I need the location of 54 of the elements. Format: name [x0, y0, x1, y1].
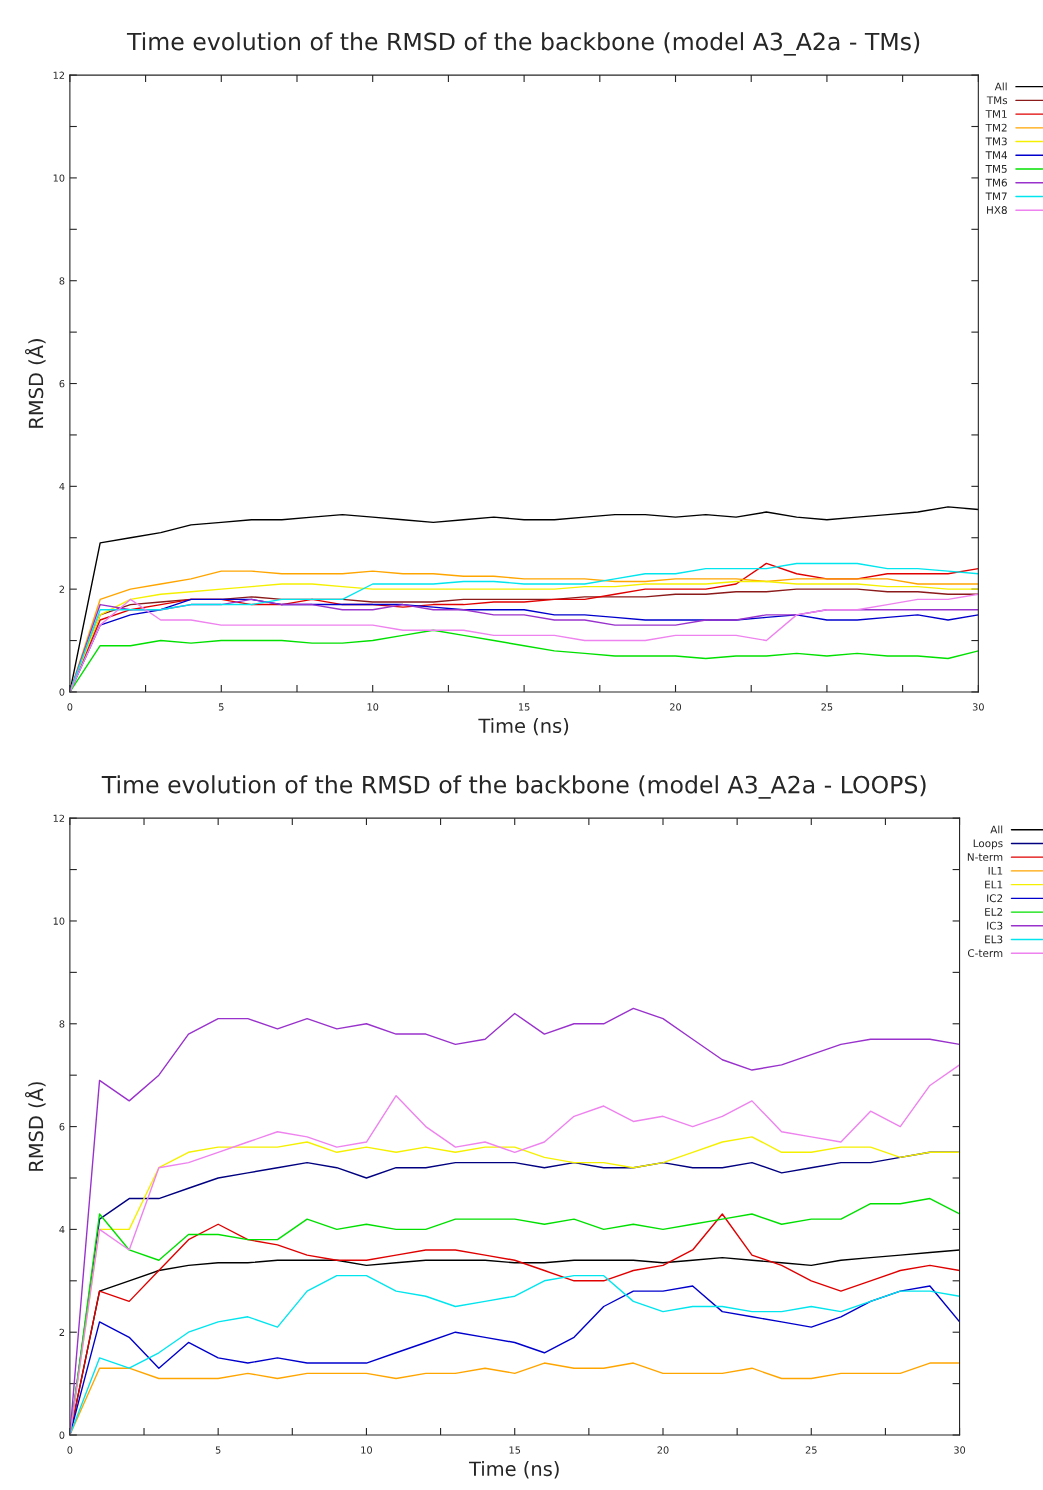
x-tick-label: 30 [972, 703, 984, 711]
chart-title: Time evolution of the RMSD of the backbone (model A3_A2a - LOOPS) [101, 775, 926, 799]
legend-label: HX8 [987, 206, 1007, 214]
x-tick-label: 25 [805, 1446, 817, 1454]
legend-label: TM7 [985, 192, 1007, 201]
x-tick-label: 25 [821, 703, 833, 711]
y-tick-label: 4 [59, 482, 65, 491]
legend-label: TM6 [985, 178, 1007, 187]
y-tick-label: 2 [59, 585, 65, 593]
legend-label: IC3 [987, 921, 1003, 930]
legend-label: EL1 [985, 880, 1003, 889]
legend-label: All [994, 82, 1007, 91]
x-axis-title: Time (ns) [468, 1461, 559, 1479]
y-tick-label: 2 [59, 1328, 65, 1336]
y-tick-label: 6 [59, 380, 65, 388]
legend-label: EL2 [985, 908, 1003, 916]
y-tick-label: 6 [59, 1123, 65, 1131]
x-tick-label: 15 [518, 703, 530, 711]
chart-title: Time evolution of the RMSD of the backbone (model A3_A2a - TMs) [126, 32, 920, 56]
y-axis-title: RMSD (Å) [25, 1082, 46, 1171]
y-tick-label: 10 [53, 174, 65, 182]
y-tick-label: 12 [53, 814, 65, 822]
legend-label: TM3 [985, 137, 1007, 146]
y-tick-label: 0 [59, 688, 65, 696]
x-tick-label: 20 [670, 703, 682, 711]
legend-label: TM5 [985, 165, 1007, 173]
legend-label: IC2 [987, 894, 1003, 903]
x-tick-label: 0 [67, 1446, 73, 1454]
y-tick-label: 12 [53, 71, 65, 79]
y-tick-label: 4 [59, 1226, 65, 1234]
x-tick-label: 15 [509, 1446, 521, 1454]
x-tick-label: 0 [67, 703, 73, 711]
legend-label: EL3 [985, 935, 1003, 944]
legend-label: TMs [986, 96, 1008, 105]
legend-label: TM1 [985, 110, 1007, 118]
y-tick-label: 10 [53, 917, 65, 925]
x-tick-label: 10 [367, 703, 379, 711]
legend-label: Loops [973, 839, 1003, 850]
y-axis-title: RMSD (Å) [25, 339, 46, 428]
legend-label: C-term [967, 949, 1003, 958]
legend-label: N-term [967, 853, 1003, 861]
x-tick-label: 20 [657, 1446, 669, 1454]
x-tick-label: 5 [218, 703, 224, 711]
x-axis-title: Time (ns) [478, 718, 569, 736]
x-tick-label: 30 [954, 1446, 966, 1454]
x-tick-label: 5 [215, 1446, 221, 1454]
legend-label: IL1 [988, 866, 1003, 875]
y-tick-label: 0 [59, 1431, 65, 1439]
y-tick-label: 8 [59, 277, 65, 285]
legend-label: TM4 [985, 151, 1008, 159]
legend-label: All [990, 825, 1003, 834]
x-tick-label: 10 [361, 1446, 372, 1454]
y-tick-label: 8 [59, 1020, 65, 1028]
legend-label: TM2 [985, 123, 1007, 132]
